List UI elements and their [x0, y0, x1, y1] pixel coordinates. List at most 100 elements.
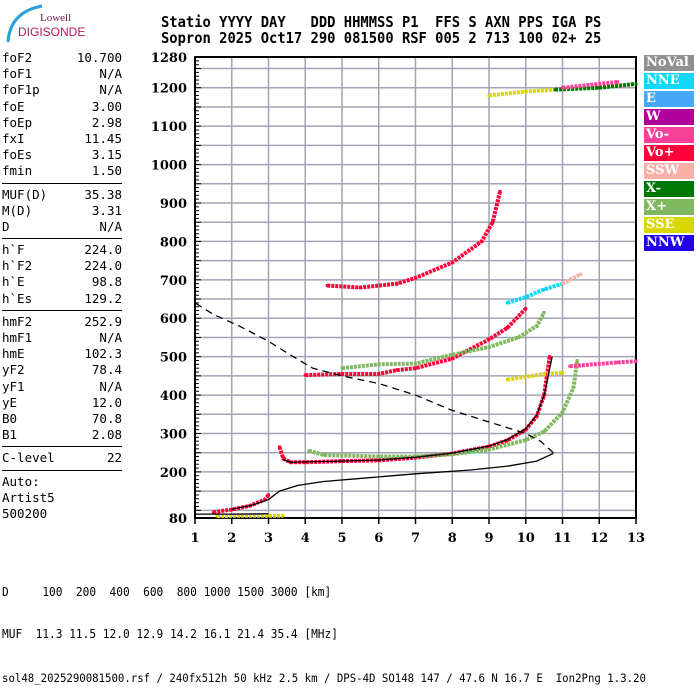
echo-point [554, 88, 557, 91]
echo-point [488, 448, 491, 451]
x-tick-label: 10 [517, 531, 535, 546]
echo-point [451, 357, 454, 360]
echo-point [396, 282, 399, 285]
echo-point [267, 493, 270, 496]
echo-point [616, 80, 619, 83]
y-tick-label: 800 [160, 235, 187, 250]
x-tick-label: 13 [627, 531, 645, 546]
echo-point [451, 261, 454, 264]
echo-point [491, 221, 494, 224]
echo-point [377, 363, 380, 366]
y-tick-label: 1200 [151, 82, 187, 97]
echo-point [488, 94, 491, 97]
echo-point [524, 296, 527, 299]
echo-point [414, 276, 417, 279]
echo-point [579, 273, 582, 276]
y-tick-label: 1000 [151, 159, 187, 174]
echo-point [282, 514, 285, 517]
echo-trace [507, 284, 562, 303]
echo-trace [563, 274, 581, 284]
echo-point [499, 190, 502, 193]
legend-item: SSW [644, 163, 694, 179]
echo-point [322, 453, 325, 456]
x-tick-label: 7 [411, 531, 420, 546]
echo-point [480, 240, 483, 243]
legend-item: E [644, 91, 694, 107]
y-tick-label: 400 [160, 389, 187, 404]
bottom-info: D 100 200 400 600 800 1000 1500 3000 [km… [2, 557, 646, 699]
echo-point [543, 311, 546, 314]
echo-point [212, 511, 215, 514]
echo-point [451, 353, 454, 356]
echo-point [396, 369, 399, 372]
x-tick-label: 3 [264, 531, 273, 546]
echo-point [377, 372, 380, 375]
y-tick-label: 1100 [151, 120, 187, 135]
fit-curve [283, 357, 552, 463]
x-tick-label: 1 [190, 531, 199, 546]
echo-point [598, 86, 601, 89]
echo-point [524, 439, 527, 442]
echo-point [561, 371, 564, 374]
fit-curve [232, 453, 554, 509]
y-tick-label: 500 [160, 351, 187, 366]
echo-point [216, 515, 219, 518]
echo-point [267, 514, 270, 517]
ionogram-chart: 8020030040050060070080090010001100120012… [0, 0, 700, 560]
echo-point [278, 445, 281, 448]
x-tick-label: 6 [374, 531, 383, 546]
echo-point [535, 324, 538, 327]
echo-point [414, 367, 417, 370]
echo-point [568, 365, 571, 368]
y-tick-label: 1280 [151, 51, 187, 66]
legend-item: X- [644, 181, 694, 197]
muf-row: MUF 11.3 11.5 12.0 12.9 14.2 16.1 21.4 3… [2, 627, 646, 641]
echo-point [543, 288, 546, 291]
legend-item: NoVal [644, 55, 694, 71]
echo-point [506, 301, 509, 304]
x-tick-label: 2 [227, 531, 236, 546]
echo-trace [570, 361, 636, 366]
x-tick-label: 9 [484, 531, 493, 546]
echo-point [543, 430, 546, 433]
y-tick-label: 200 [160, 466, 187, 481]
echo-point [341, 367, 344, 370]
y-tick-label: 700 [160, 274, 187, 289]
legend-item: X+ [644, 199, 694, 215]
legend-item: NNE [644, 73, 694, 89]
distance-row: D 100 200 400 600 800 1000 1500 3000 [km… [2, 585, 646, 599]
echo-point [359, 286, 362, 289]
echo-point [488, 338, 491, 341]
y-tick-label: 900 [160, 197, 187, 212]
echo-trace [489, 90, 555, 96]
echo-point [506, 378, 509, 381]
file-info: sol48_2025290081500.rsf / 240fx512h 50 k… [2, 671, 646, 685]
x-tick-label: 12 [590, 531, 608, 546]
echo-point [561, 411, 564, 414]
echo-trace [280, 357, 550, 463]
echo-point [576, 359, 579, 362]
echo-point [561, 282, 564, 285]
echo-point [635, 360, 638, 363]
legend-item: Vo+ [644, 145, 694, 161]
x-tick-label: 4 [301, 531, 310, 546]
y-tick-label: 300 [160, 427, 187, 442]
echo-point [488, 346, 491, 349]
echo-point [524, 307, 527, 310]
legend-item: Vo- [644, 127, 694, 143]
echo-point [572, 386, 575, 389]
echo-point [377, 455, 380, 458]
legend-item: SSE [644, 217, 694, 233]
legend-item: W [644, 109, 694, 125]
x-tick-label: 11 [553, 531, 571, 546]
y-tick-label: 80 [169, 512, 187, 527]
profile-curve-dashed [195, 303, 553, 453]
x-tick-label: 5 [337, 531, 346, 546]
echo-point [616, 361, 619, 364]
echo-point [635, 82, 638, 85]
legend-item: NNW [644, 235, 694, 251]
y-tick-label: 600 [160, 312, 187, 327]
echo-point [543, 372, 546, 375]
echo-point [304, 374, 307, 377]
